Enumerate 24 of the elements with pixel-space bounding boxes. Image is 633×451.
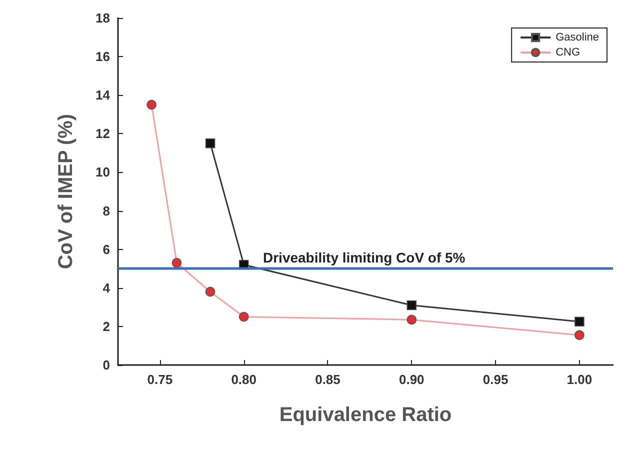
y-tick-label: 10: [96, 164, 110, 180]
x-tick-label: 0.75: [147, 372, 173, 387]
x-tick-label: 0.95: [482, 372, 508, 387]
x-tick-label: 0.90: [398, 372, 424, 387]
y-tick-label: 12: [96, 126, 110, 142]
y-tick-label: 16: [96, 49, 110, 64]
y-tick-label: 6: [102, 242, 110, 257]
y-tick-label: 14: [96, 88, 111, 103]
x-tick-label: 1.00: [566, 372, 592, 387]
y-tick-label: 2: [102, 318, 110, 334]
x-axis-title: Equivalence Ratio: [279, 404, 452, 426]
x-tick-label: 0.85: [315, 372, 340, 387]
point: [406, 300, 417, 310]
ref-line-label: Driveability limiting CoV of 5%: [263, 250, 466, 266]
y-tick-label: 18: [96, 10, 110, 26]
point: [574, 316, 584, 327]
y-tick-label: 8: [102, 203, 110, 218]
y-tick-label: 0: [102, 358, 110, 372]
legend-label: Gasoline: [556, 32, 600, 44]
x-tick-label: 0.80: [231, 372, 257, 387]
y-tick-label: 4: [102, 280, 111, 296]
legend-label: CNG: [556, 46, 580, 58]
point: [205, 138, 216, 148]
y-axis-title: CoV of IMEP (%): [55, 114, 77, 270]
